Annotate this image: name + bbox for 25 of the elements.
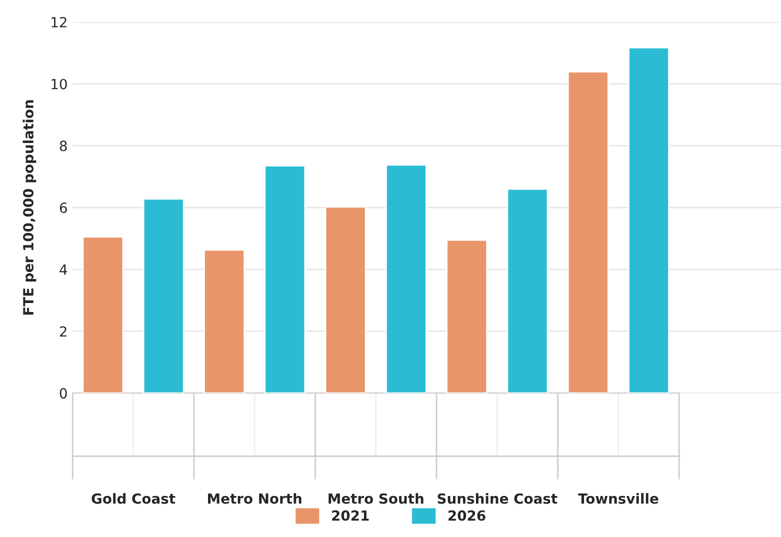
bar (385, 164, 427, 394)
y-axis-title: FTE per 100,000 population (22, 100, 36, 315)
x-tick-label: Sunshine Coast (438, 493, 558, 504)
x-tick-label: Metro North (208, 493, 302, 504)
bar (446, 239, 488, 394)
y-tick-label: 4 (60, 264, 67, 275)
y-tick-label: 0 (60, 388, 67, 399)
bar (264, 165, 306, 394)
bar (506, 188, 548, 394)
y-tick-label: 2 (60, 326, 66, 337)
y-tick-label: 12 (52, 16, 66, 28)
bar (142, 198, 184, 394)
x-tick-label: Gold Coast (92, 493, 176, 504)
x-tick-label: Townsville (578, 493, 658, 504)
bar (324, 206, 366, 394)
legend-label: 2026 (448, 510, 486, 521)
bar (82, 236, 124, 394)
bar (628, 46, 670, 394)
x-tick-label: Metro South (328, 493, 424, 504)
bar (204, 249, 245, 394)
legend-label: 2021 (332, 510, 369, 521)
bar (567, 71, 609, 394)
y-tick-label: 6 (60, 202, 67, 214)
y-tick-label: 10 (52, 78, 67, 90)
y-tick-label: 8 (60, 140, 67, 152)
